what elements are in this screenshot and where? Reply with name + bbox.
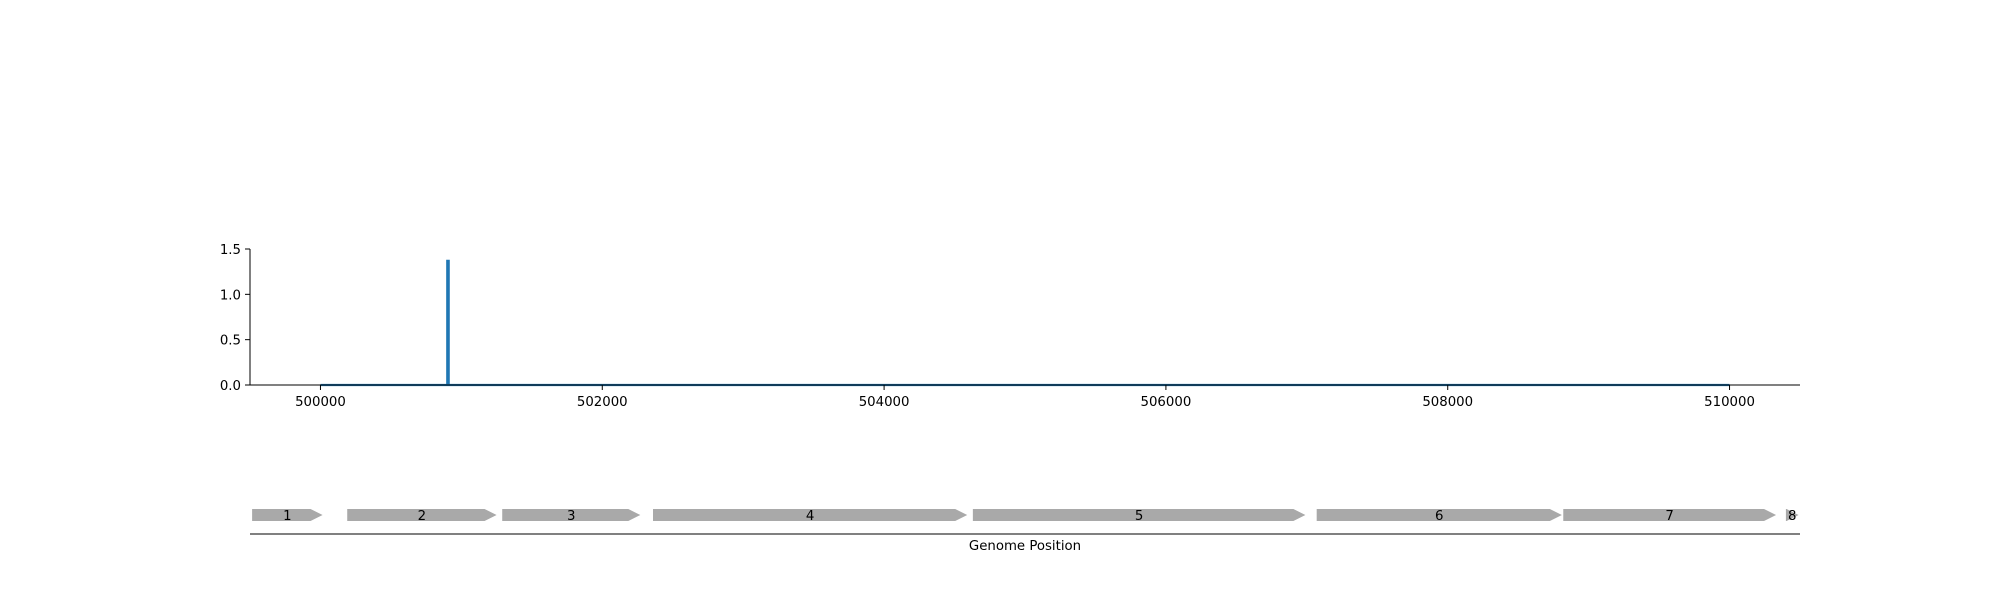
gene-arrow-8 bbox=[1785, 509, 1799, 521]
x-tick-label: 508000 bbox=[1422, 395, 1473, 410]
gene-label-8: 8 bbox=[1788, 509, 1796, 524]
gene-arrow-1 bbox=[252, 509, 323, 521]
y-tick-label: 1.5 bbox=[220, 243, 241, 258]
coverage-plot: 0.0 0.5 1.0 1.5 500000 502000 504000 506000 5080… bbox=[220, 243, 1800, 410]
gene-arrow-3 bbox=[502, 509, 641, 521]
gene-arrow-5 bbox=[972, 509, 1306, 521]
gene-label-5: 5 bbox=[1135, 509, 1143, 524]
x-axis-title: Genome Position bbox=[969, 539, 1081, 554]
gene-label-4: 4 bbox=[806, 509, 814, 524]
coverage-series-line-0 bbox=[320, 259, 1730, 387]
gene-label-2: 2 bbox=[418, 509, 426, 524]
gene-arrow-6 bbox=[1316, 509, 1562, 521]
y-tick-label: 1.0 bbox=[220, 288, 241, 303]
gene-arrow-7 bbox=[1563, 509, 1777, 521]
x-tick-label: 500000 bbox=[295, 395, 346, 410]
gene-label-3: 3 bbox=[567, 509, 575, 524]
gene-label-7: 7 bbox=[1665, 509, 1673, 524]
gene-label-1: 1 bbox=[283, 509, 291, 524]
y-tick-label: 0.5 bbox=[220, 334, 241, 349]
gene-track: 1 2 3 4 5 6 7 8 Genome Position bbox=[250, 509, 1800, 554]
gene-label-6: 6 bbox=[1435, 509, 1443, 524]
gene-arrow-4 bbox=[653, 509, 968, 521]
x-tick-label: 502000 bbox=[577, 395, 628, 410]
x-tick-label: 510000 bbox=[1704, 395, 1755, 410]
y-tick-label: 0.0 bbox=[220, 379, 241, 394]
gene-arrow-2 bbox=[347, 509, 497, 521]
x-tick-label: 504000 bbox=[859, 395, 910, 410]
x-tick-label: 506000 bbox=[1141, 395, 1192, 410]
